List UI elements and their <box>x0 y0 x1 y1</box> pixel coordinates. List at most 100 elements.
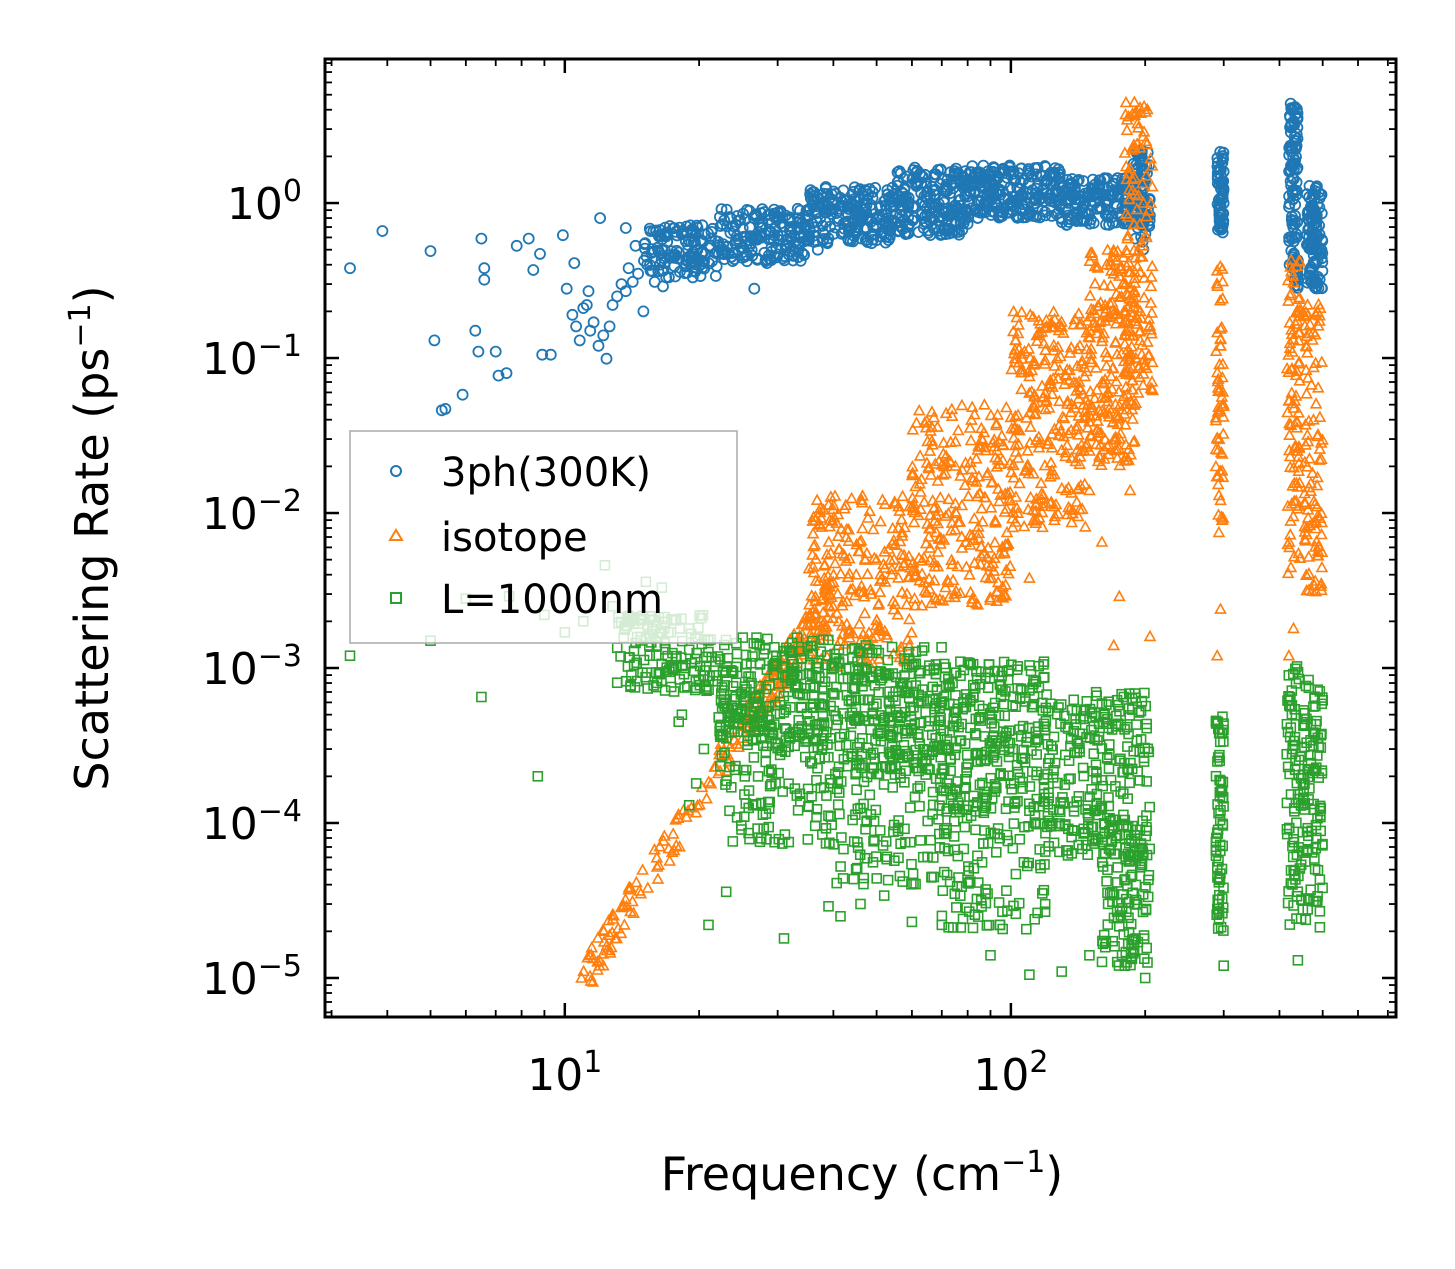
triangle-point <box>1064 405 1078 418</box>
square-point <box>838 843 849 855</box>
triangle-point <box>944 435 958 448</box>
triangle-point <box>912 551 926 564</box>
triangle-point <box>827 568 840 580</box>
triangle-point <box>1137 271 1151 283</box>
triangle-point <box>1144 196 1158 208</box>
square-point <box>802 834 814 845</box>
triangle-point <box>831 507 845 520</box>
triangle-point <box>975 501 989 514</box>
square-point <box>683 644 695 656</box>
circle-point <box>738 250 751 263</box>
square-point <box>1001 885 1012 897</box>
triangle-point <box>959 535 973 548</box>
triangle-point <box>939 580 952 593</box>
triangle-point <box>919 536 933 549</box>
circle-point <box>897 194 909 207</box>
triangle-point <box>822 498 835 510</box>
triangle-point <box>1127 243 1141 255</box>
circle-point <box>1069 202 1082 215</box>
triangle-point <box>1313 301 1327 314</box>
square-point <box>742 722 754 733</box>
circle-point <box>929 183 942 196</box>
triangle-point <box>1074 478 1088 491</box>
triangle-point <box>1101 386 1114 398</box>
triangle-point <box>1033 436 1046 448</box>
triangle-point <box>1118 304 1132 316</box>
square-point <box>786 672 798 683</box>
triangle-point <box>630 875 643 888</box>
circle-point <box>573 334 586 347</box>
triangle-point <box>1293 290 1306 303</box>
triangle-point <box>924 424 937 436</box>
square-point <box>879 761 891 773</box>
square-point <box>875 730 887 742</box>
triangle-point <box>815 520 829 532</box>
circle-point <box>478 262 491 275</box>
triangle-point <box>858 606 872 619</box>
triangle-point <box>944 524 958 536</box>
triangle-point <box>823 600 837 612</box>
triangle-point <box>1305 378 1318 390</box>
triangle-point <box>803 607 817 619</box>
square-point <box>747 800 759 811</box>
triangle-point <box>1119 207 1133 219</box>
square-point <box>890 706 902 718</box>
circle-point <box>1102 194 1115 207</box>
square-point <box>764 720 776 732</box>
circle-point <box>883 218 895 231</box>
triangle-point <box>1023 571 1036 583</box>
triangle-point <box>1120 172 1134 185</box>
circle-point <box>906 214 919 227</box>
square-point <box>912 783 923 794</box>
square-point <box>768 669 780 681</box>
square-point <box>917 851 929 863</box>
triangle-point <box>1143 629 1157 642</box>
square-point <box>817 699 829 710</box>
circle-point <box>1284 164 1297 177</box>
triangle-point <box>976 434 989 446</box>
triangle-point <box>1315 527 1328 540</box>
triangle-point <box>992 494 1006 507</box>
triangle-point <box>836 627 850 640</box>
triangle-point <box>1083 444 1096 456</box>
triangle-point <box>1091 261 1105 273</box>
square-point <box>1101 875 1112 887</box>
triangle-point <box>1300 346 1314 358</box>
circle-point <box>522 232 535 245</box>
circle-point <box>626 275 639 288</box>
triangle-point <box>1030 334 1044 347</box>
triangle-point <box>968 407 981 420</box>
square-point <box>744 833 755 845</box>
square-point <box>774 696 786 708</box>
triangle-point <box>1121 350 1135 362</box>
square-point <box>1013 897 1025 909</box>
triangle-point <box>872 652 886 664</box>
triangle-point <box>618 918 631 930</box>
triangle-point <box>878 575 892 587</box>
circle-point <box>1315 188 1328 201</box>
triangle-point <box>1044 456 1058 468</box>
square-point <box>716 750 728 761</box>
circle-point <box>1112 190 1125 203</box>
circle-point <box>982 165 994 178</box>
square-point <box>818 729 829 741</box>
square-point <box>938 658 950 670</box>
square-point <box>812 762 823 774</box>
triangle-point <box>884 553 897 565</box>
triangle-point <box>959 456 972 468</box>
triangle-point <box>1035 505 1049 518</box>
triangle-point <box>894 640 908 652</box>
triangle-point <box>910 416 923 428</box>
triangle-point <box>806 527 820 539</box>
circle-point <box>566 308 579 321</box>
circle-point <box>1093 180 1106 192</box>
circle-point <box>1105 211 1118 224</box>
triangle-point <box>995 429 1009 441</box>
triangle-point <box>1301 428 1314 440</box>
triangle-point <box>1069 376 1083 388</box>
square-point <box>880 836 892 847</box>
circle-point <box>873 201 886 214</box>
triangle-point <box>1313 410 1327 423</box>
square-point <box>870 804 882 816</box>
circle-point <box>726 255 739 268</box>
